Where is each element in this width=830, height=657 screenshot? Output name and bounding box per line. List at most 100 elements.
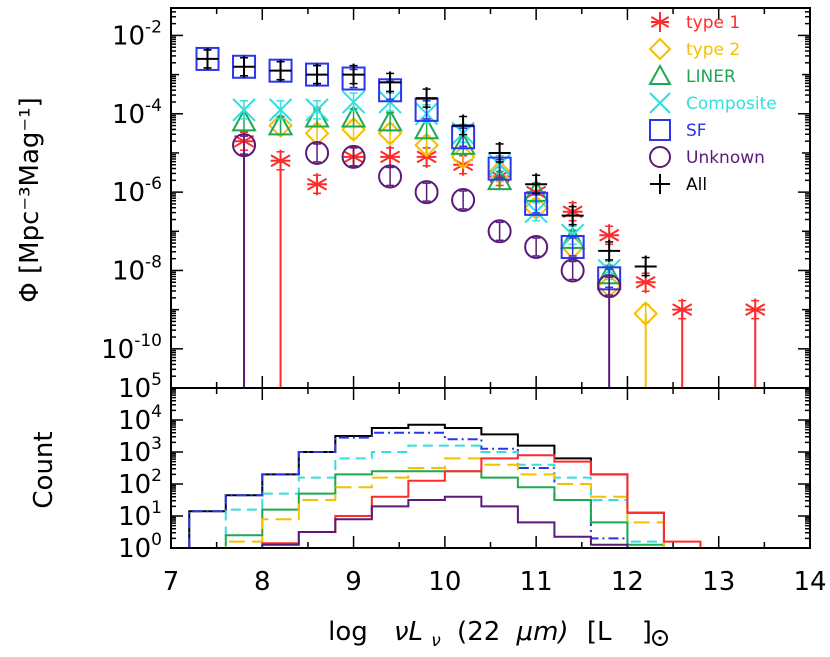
x-tick-label: 8 <box>254 567 271 597</box>
data-point-stroke <box>268 98 293 122</box>
hist-type-1 <box>189 454 810 549</box>
top-y-tick-label: 10-6 <box>112 174 162 208</box>
data-point <box>232 133 257 158</box>
top-y-tick-label-base: 10 <box>112 256 145 286</box>
top-panel-axes: 10-210-410-610-810-10 <box>101 7 811 389</box>
x-axis-label-bracket-close: ] <box>642 617 652 647</box>
bottom-y-tick-label-exponent: 2 <box>151 466 162 486</box>
data-point <box>560 258 585 283</box>
legend-marker <box>650 12 670 32</box>
data-point <box>488 141 511 164</box>
data-point <box>560 234 585 259</box>
legend: type 1 type 2 LINER Composite SF Unknown All <box>648 12 777 195</box>
x-tick-label: 7 <box>163 567 180 597</box>
legend-marker <box>648 63 672 85</box>
data-point <box>415 87 438 110</box>
data-point <box>745 298 766 321</box>
top-y-tick-label: 10-8 <box>112 252 162 286</box>
data-point <box>380 145 401 168</box>
data-point <box>414 180 439 205</box>
y-axis-label-top: Φ [Mpc⁻³Mag⁻¹] <box>15 97 45 302</box>
x-axis-label-lsun-open: [L <box>587 617 612 647</box>
data-point <box>270 149 291 172</box>
bottom-panel-frame <box>170 387 811 549</box>
top-y-tick-label-base: 10 <box>112 100 145 130</box>
bottom-y-tick-label: 100 <box>118 530 162 564</box>
bottom-y-tick-label-exponent: 0 <box>151 530 162 550</box>
bottom-y-tick-label-base: 10 <box>118 470 151 500</box>
data-point <box>413 116 440 140</box>
data-point <box>231 108 257 132</box>
data-point <box>268 98 293 122</box>
data-point <box>268 113 293 138</box>
legend-marker <box>650 174 670 194</box>
top-y-tick-label-exponent: -6 <box>145 174 162 194</box>
series-sf <box>195 46 622 291</box>
x-tick-label: 14 <box>793 567 826 597</box>
legend-marker-stroke <box>649 92 671 114</box>
legend-label: Composite <box>686 94 777 114</box>
data-point <box>232 98 256 122</box>
data-point <box>599 224 620 247</box>
data-point <box>341 90 366 114</box>
data-point <box>524 234 549 259</box>
x-axis-label-wavelength: (22 <box>457 617 500 647</box>
data-point <box>342 63 365 86</box>
bottom-y-tick-label-base: 10 <box>118 502 151 532</box>
data-point <box>597 274 622 299</box>
bottom-y-tick-label-base: 10 <box>118 534 151 564</box>
bottom-y-tick-label: 102 <box>118 466 162 500</box>
legend-marker <box>649 119 671 141</box>
data-point <box>341 144 366 169</box>
x-axis-label-nu-subscript: ν <box>431 631 441 651</box>
data-point <box>487 219 512 244</box>
x-tick-label: 13 <box>702 567 735 597</box>
data-point <box>269 59 292 82</box>
x-axis-label-nuL: νL <box>394 617 423 647</box>
data-point <box>340 104 367 128</box>
legend-label: All <box>686 175 707 195</box>
sun-symbol-icon <box>652 630 668 646</box>
bottom-panel-histograms <box>188 423 810 549</box>
legend-label: LINER <box>686 67 736 87</box>
data-point <box>598 239 621 262</box>
x-tick-label: 10 <box>428 567 461 597</box>
legend-label: type 1 <box>686 13 740 33</box>
hist-composite <box>189 444 810 549</box>
bottom-y-tick-label-base: 10 <box>118 406 151 436</box>
hist-sf <box>188 431 810 549</box>
top-y-tick-label-exponent: -4 <box>145 96 162 116</box>
top-y-tick-label: 10-4 <box>112 96 162 130</box>
x-axis-label-micron: μm) <box>516 617 569 647</box>
data-point <box>379 71 402 94</box>
data-point-stroke <box>341 90 366 114</box>
top-y-tick-label-exponent: -2 <box>145 17 162 37</box>
bottom-y-tick-label-exponent: 3 <box>151 434 162 454</box>
data-point <box>561 204 584 227</box>
hist-all <box>188 423 810 549</box>
bottom-y-tick-label-base: 10 <box>118 374 151 404</box>
data-point <box>305 140 330 165</box>
y-axis-label-bottom: Count <box>29 431 59 508</box>
top-y-tick-label-base: 10 <box>112 21 145 51</box>
bottom-y-tick-label-exponent: 5 <box>151 370 162 390</box>
data-point <box>634 255 657 278</box>
data-point <box>305 98 329 122</box>
data-point <box>233 55 256 78</box>
data-point <box>377 108 403 132</box>
bottom-y-tick-label: 105 <box>118 370 162 404</box>
data-point <box>452 114 475 137</box>
top-panel-frame <box>170 7 811 389</box>
legend-marker <box>649 92 671 114</box>
data-point <box>196 47 219 70</box>
x-tick-label: 9 <box>345 567 362 597</box>
data-point <box>378 164 403 189</box>
top-y-tick-label: 10-10 <box>101 331 162 365</box>
legend-label: SF <box>686 121 707 141</box>
x-tick-label: 11 <box>520 567 553 597</box>
top-y-tick-label-exponent: -8 <box>145 252 162 272</box>
data-point <box>307 173 328 196</box>
data-point <box>306 63 329 86</box>
bottom-y-tick-label-exponent: 4 <box>151 402 162 422</box>
x-axis-label-log: log <box>328 617 368 647</box>
